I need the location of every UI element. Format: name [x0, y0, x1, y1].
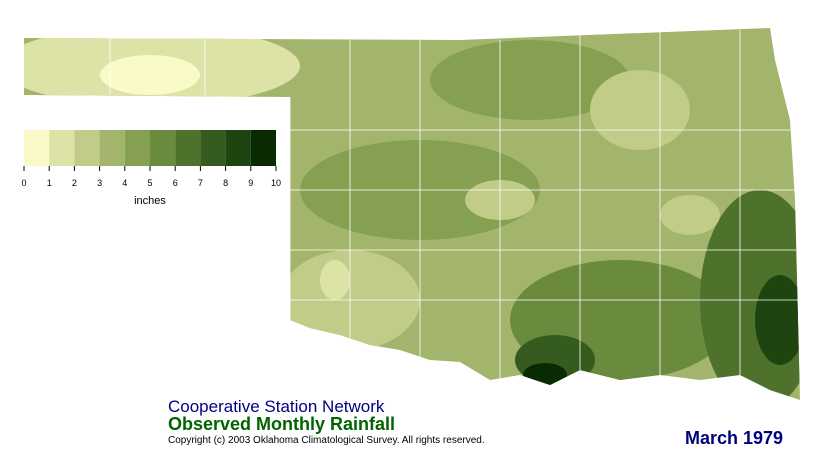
legend-swatch	[49, 130, 75, 166]
legend: 0 1 2 3 4 5 6 7 8 9 10	[21, 130, 281, 188]
legend-tick-label: 3	[97, 178, 102, 188]
legend-swatch	[99, 130, 125, 166]
period: March 1979	[685, 428, 783, 448]
legend-swatch	[175, 130, 201, 166]
legend-tick-label: 4	[122, 178, 127, 188]
legend-swatch	[150, 130, 176, 166]
legend-tick-label: 8	[223, 178, 228, 188]
legend-tick-label: 0	[21, 178, 26, 188]
legend-tick-label: 10	[271, 178, 281, 188]
network-label: Cooperative Station Network	[168, 397, 385, 416]
legend-tick-label: 5	[147, 178, 152, 188]
legend-swatch	[74, 130, 100, 166]
legend-swatch	[200, 130, 226, 166]
legend-swatch	[24, 130, 50, 166]
legend-tick-label: 2	[72, 178, 77, 188]
legend-swatch	[250, 130, 276, 166]
legend-tick-label: 6	[173, 178, 178, 188]
legend-swatch	[225, 130, 251, 166]
map-title: Observed Monthly Rainfall	[168, 414, 395, 434]
legend-tick-label: 1	[47, 178, 52, 188]
legend-swatch	[124, 130, 150, 166]
legend-tick-label: 7	[198, 178, 203, 188]
legend-unit: inches	[134, 195, 166, 207]
legend-tick-label: 9	[248, 178, 253, 188]
copyright: Copyright (c) 2003 Oklahoma Climatologic…	[168, 435, 485, 446]
